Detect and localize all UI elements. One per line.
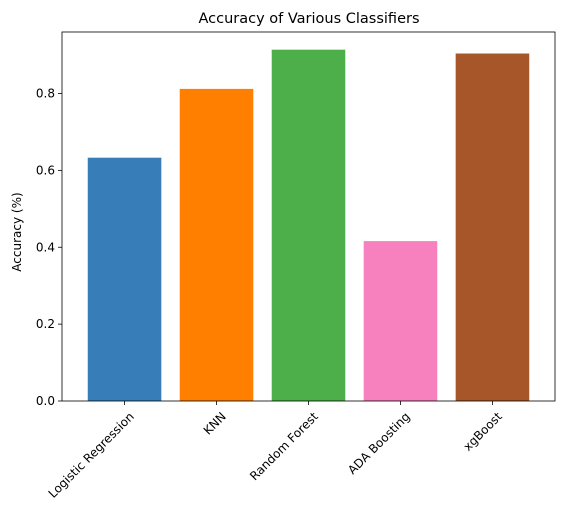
y-axis-label-group: Accuracy (%) (10, 192, 24, 271)
bar (271, 49, 346, 402)
x-tick-label: ADA Boosting (345, 409, 413, 477)
y-tick-label: 0.8 (36, 87, 55, 101)
bar (363, 241, 438, 401)
bar (179, 88, 254, 401)
bar (87, 157, 162, 401)
x-tick-label: Logistic Regression (46, 409, 137, 500)
y-tick-label: 0.4 (36, 240, 55, 254)
y-axis-label: Accuracy (%) (10, 192, 24, 271)
y-tick-label: 0.2 (36, 317, 55, 331)
x-tick-label: xgBoost (461, 409, 505, 453)
y-tick-label: 0.0 (36, 394, 55, 408)
x-tick-label: KNN (201, 409, 229, 437)
bar (455, 53, 530, 402)
x-tick-label: Random Forest (247, 409, 321, 483)
plot-area: 0.0 0.2 0.4 0.6 0.8 Logistic Regression KNN Ran… (36, 31, 556, 501)
y-tick-label: 0.6 (36, 163, 55, 177)
chart-title: Accuracy of Various Classifiers (198, 11, 419, 27)
